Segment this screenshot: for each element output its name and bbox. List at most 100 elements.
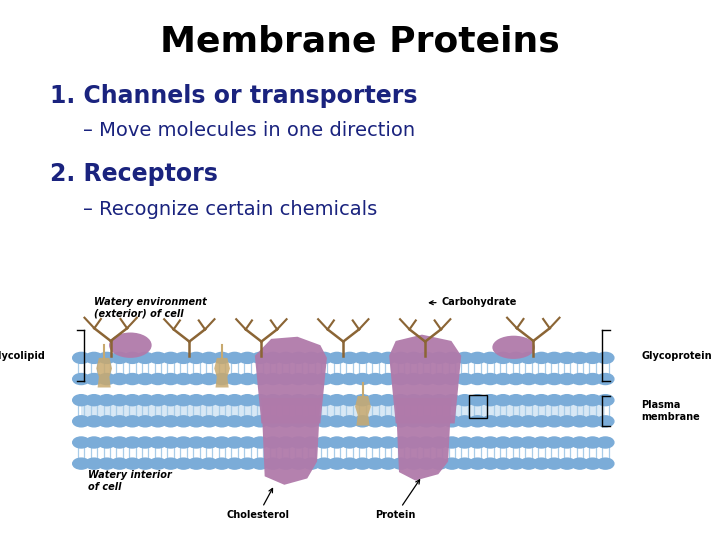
Circle shape xyxy=(239,374,256,384)
Circle shape xyxy=(533,374,550,384)
Circle shape xyxy=(354,458,371,469)
Circle shape xyxy=(392,437,410,448)
Circle shape xyxy=(341,416,359,427)
Circle shape xyxy=(239,353,256,363)
Circle shape xyxy=(495,458,512,469)
Circle shape xyxy=(264,437,282,448)
Circle shape xyxy=(188,437,204,448)
Circle shape xyxy=(252,458,269,469)
Circle shape xyxy=(482,437,499,448)
Circle shape xyxy=(571,437,588,448)
Circle shape xyxy=(546,458,563,469)
Circle shape xyxy=(303,395,320,406)
Text: Glycolipid: Glycolipid xyxy=(0,351,45,361)
Circle shape xyxy=(213,458,230,469)
Circle shape xyxy=(379,416,397,427)
Circle shape xyxy=(366,353,384,363)
Circle shape xyxy=(571,353,588,363)
Text: Watery interior
of cell: Watery interior of cell xyxy=(88,470,171,491)
Circle shape xyxy=(392,374,410,384)
Circle shape xyxy=(559,416,575,427)
Circle shape xyxy=(508,395,524,406)
Circle shape xyxy=(150,353,166,363)
Circle shape xyxy=(86,437,102,448)
Circle shape xyxy=(328,437,346,448)
Circle shape xyxy=(366,437,384,448)
Circle shape xyxy=(150,458,166,469)
Circle shape xyxy=(175,374,192,384)
Circle shape xyxy=(290,374,307,384)
Circle shape xyxy=(290,437,307,448)
Circle shape xyxy=(150,437,166,448)
Circle shape xyxy=(456,458,473,469)
Circle shape xyxy=(469,395,486,406)
Circle shape xyxy=(366,458,384,469)
Circle shape xyxy=(328,416,346,427)
Circle shape xyxy=(379,395,397,406)
Circle shape xyxy=(124,437,141,448)
Circle shape xyxy=(303,353,320,363)
Circle shape xyxy=(111,374,128,384)
Circle shape xyxy=(124,353,141,363)
Circle shape xyxy=(482,458,499,469)
Circle shape xyxy=(495,353,512,363)
Circle shape xyxy=(328,395,346,406)
Circle shape xyxy=(559,374,575,384)
Circle shape xyxy=(418,458,435,469)
Circle shape xyxy=(571,395,588,406)
Circle shape xyxy=(213,395,230,406)
Circle shape xyxy=(405,395,422,406)
Circle shape xyxy=(354,374,371,384)
Polygon shape xyxy=(261,398,320,485)
Circle shape xyxy=(201,395,217,406)
Circle shape xyxy=(315,416,333,427)
Circle shape xyxy=(584,395,601,406)
Circle shape xyxy=(341,458,359,469)
Circle shape xyxy=(533,458,550,469)
Text: Cholesterol: Cholesterol xyxy=(227,489,289,520)
Circle shape xyxy=(252,353,269,363)
Circle shape xyxy=(86,374,102,384)
Circle shape xyxy=(444,374,461,384)
Circle shape xyxy=(213,374,230,384)
Text: Carbohydrate: Carbohydrate xyxy=(429,296,517,307)
Circle shape xyxy=(469,458,486,469)
Text: 2. Receptors: 2. Receptors xyxy=(50,162,218,186)
Circle shape xyxy=(175,437,192,448)
Circle shape xyxy=(482,353,499,363)
Circle shape xyxy=(366,416,384,427)
Circle shape xyxy=(354,395,371,406)
Circle shape xyxy=(584,458,601,469)
Circle shape xyxy=(264,395,282,406)
Circle shape xyxy=(73,437,90,448)
Circle shape xyxy=(559,353,575,363)
Text: Protein: Protein xyxy=(376,480,420,520)
Circle shape xyxy=(431,395,448,406)
Circle shape xyxy=(546,437,563,448)
Circle shape xyxy=(520,353,537,363)
Circle shape xyxy=(226,437,243,448)
Bar xyxy=(469,395,487,418)
Circle shape xyxy=(418,374,435,384)
Circle shape xyxy=(597,395,614,406)
Circle shape xyxy=(444,416,461,427)
Circle shape xyxy=(597,458,614,469)
Text: – Move molecules in one direction: – Move molecules in one direction xyxy=(83,122,415,140)
Circle shape xyxy=(456,416,473,427)
Circle shape xyxy=(73,353,90,363)
Circle shape xyxy=(213,437,230,448)
Circle shape xyxy=(86,416,102,427)
Circle shape xyxy=(124,395,141,406)
Circle shape xyxy=(226,416,243,427)
Circle shape xyxy=(597,437,614,448)
Circle shape xyxy=(315,395,333,406)
Circle shape xyxy=(239,395,256,406)
Circle shape xyxy=(546,416,563,427)
Circle shape xyxy=(508,437,524,448)
Circle shape xyxy=(315,458,333,469)
Circle shape xyxy=(175,416,192,427)
Circle shape xyxy=(137,416,153,427)
Circle shape xyxy=(162,353,179,363)
Circle shape xyxy=(277,458,294,469)
Circle shape xyxy=(111,395,128,406)
